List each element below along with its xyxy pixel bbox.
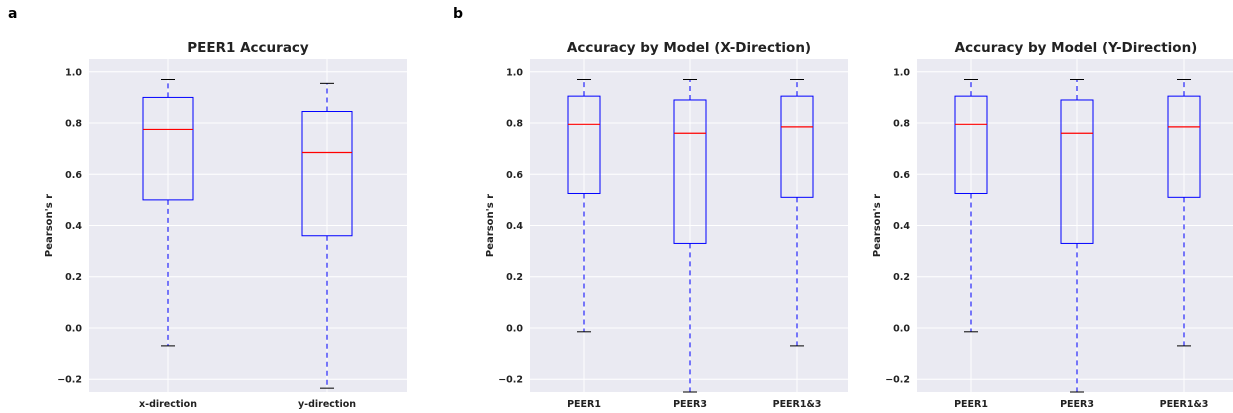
y-tick-label: 0.0 <box>893 323 910 334</box>
y-tick-label: 1.0 <box>65 67 82 78</box>
box-x-direction <box>142 78 194 347</box>
y-axis-label: Pearson's r <box>872 194 883 257</box>
box-iqr <box>673 99 707 244</box>
chart-title: Accuracy by Model (Y-Direction) <box>955 40 1198 56</box>
chart-1: −0.2 0.0 0.2 0.4 0.6 0.8 1.0 x-direction y-direc… <box>44 40 407 410</box>
box-iqr <box>567 95 601 194</box>
chart-3: −0.2 0.0 0.2 0.4 0.6 0.8 1.0 PEER1 PEER3 PEER1&3 A… <box>872 40 1233 410</box>
box-iqr <box>780 95 814 198</box>
chart-2: −0.2 0.0 0.2 0.4 0.6 0.8 1.0 PEER1 PEER3 PEER1&3 A… <box>485 40 848 410</box>
x-tick-label: PEER3 <box>1060 399 1094 410</box>
x-tick-label: PEER1 <box>954 399 988 410</box>
y-tick-label: 0.4 <box>65 221 82 232</box>
y-tick-label: 0.8 <box>893 119 910 130</box>
y-tick-label: 0.2 <box>65 272 82 283</box>
box-iqr <box>1167 95 1201 198</box>
y-tick-label: 0.0 <box>65 323 82 334</box>
y-tick-label: 0.4 <box>893 221 910 232</box>
x-tick-label: PEER1&3 <box>773 399 822 410</box>
box-PEER1 <box>954 78 988 333</box>
y-tick-label: 1.0 <box>506 67 523 78</box>
y-tick-label: −0.2 <box>885 375 910 386</box>
y-tick-label: 1.0 <box>893 67 910 78</box>
box-iqr <box>954 95 988 194</box>
box-PEER3 <box>673 78 707 393</box>
box-PEER1&3 <box>1167 78 1201 347</box>
box-PEER3 <box>1060 78 1094 393</box>
y-tick-label: 0.2 <box>893 272 910 283</box>
box-iqr <box>1060 99 1094 244</box>
panel-letter-a: a <box>8 6 18 22</box>
y-tick-label: 0.4 <box>506 221 523 232</box>
y-tick-label: 0.6 <box>506 170 523 181</box>
y-tick-label: 0.6 <box>65 170 82 181</box>
box-iqr <box>142 96 194 201</box>
box-iqr <box>301 111 353 237</box>
x-tick-label: PEER1 <box>567 399 601 410</box>
box-PEER1 <box>567 78 601 333</box>
x-tick-label: x-direction <box>139 399 197 410</box>
box-y-direction <box>301 82 353 389</box>
panel-letter-b: b <box>453 6 464 22</box>
y-tick-label: 0.2 <box>506 272 523 283</box>
y-tick-label: 0.0 <box>506 323 523 334</box>
x-tick-label: y-direction <box>298 399 356 410</box>
y-axis-label: Pearson's r <box>485 194 496 257</box>
y-tick-label: 0.6 <box>893 170 910 181</box>
chart-title: PEER1 Accuracy <box>187 40 309 56</box>
x-tick-label: PEER1&3 <box>1160 399 1209 410</box>
y-tick-label: 0.8 <box>65 119 82 130</box>
chart-title: Accuracy by Model (X-Direction) <box>567 40 811 56</box>
y-tick-label: −0.2 <box>498 375 523 386</box>
x-tick-label: PEER3 <box>673 399 707 410</box>
box-PEER1&3 <box>780 78 814 347</box>
y-axis-label: Pearson's r <box>44 194 55 257</box>
y-tick-label: −0.2 <box>57 375 82 386</box>
y-tick-label: 0.8 <box>506 119 523 130</box>
